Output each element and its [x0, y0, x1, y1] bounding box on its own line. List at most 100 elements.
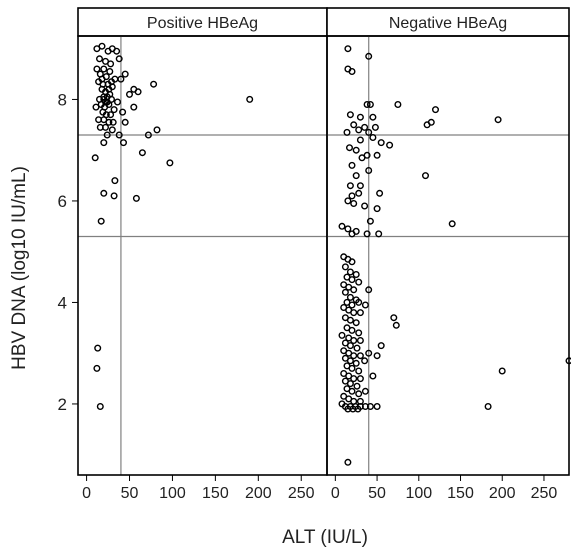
data-point	[355, 390, 363, 398]
data-point	[346, 342, 354, 350]
data-point	[422, 172, 430, 180]
data-point	[105, 85, 113, 93]
x-tick-label: 0	[82, 485, 91, 502]
data-point	[352, 172, 360, 180]
data-point	[369, 113, 377, 121]
y-tick-label: 4	[58, 293, 67, 312]
data-point	[101, 123, 109, 131]
data-point	[115, 55, 123, 63]
data-point	[348, 192, 356, 200]
data-point	[394, 100, 402, 108]
data-point	[354, 405, 362, 413]
data-point	[373, 403, 381, 411]
data-point	[338, 222, 346, 230]
data-point	[365, 128, 373, 136]
data-point	[369, 133, 377, 141]
data-point	[98, 42, 106, 50]
data-point	[369, 372, 377, 380]
data-point	[356, 136, 364, 144]
data-point	[423, 121, 431, 129]
data-point	[352, 319, 360, 327]
data-point	[113, 47, 121, 55]
data-point	[346, 293, 354, 301]
x-tick-label: 100	[159, 485, 186, 502]
data-point	[100, 189, 108, 197]
y-axis-label: HBV DNA (log10 IU/mL)	[9, 166, 30, 370]
x-tick-label: 250	[531, 485, 558, 502]
data-point	[348, 67, 356, 75]
data-point	[352, 146, 360, 154]
data-point	[361, 357, 369, 365]
panel-frame	[326, 35, 570, 476]
panel-strip	[326, 7, 570, 37]
data-point	[348, 301, 356, 309]
x-axis-label: ALT (IU/L)	[282, 527, 368, 548]
data-point	[350, 121, 358, 129]
data-point	[348, 161, 356, 169]
data-point	[355, 189, 363, 197]
data-point	[350, 375, 358, 383]
data-point	[377, 139, 385, 147]
x-tick-label: 150	[202, 485, 229, 502]
data-point	[344, 458, 352, 466]
data-point	[113, 98, 121, 106]
y-tick-label: 6	[58, 192, 67, 211]
data-point	[356, 352, 364, 360]
data-point	[348, 276, 356, 284]
data-point	[373, 352, 381, 360]
data-point	[484, 403, 492, 411]
data-point	[376, 189, 384, 197]
data-point	[110, 192, 118, 200]
data-point	[356, 337, 364, 345]
x-tick-label: 0	[331, 485, 340, 502]
data-point	[448, 220, 456, 228]
data-point	[386, 141, 394, 149]
data-point	[356, 182, 364, 190]
data-point	[346, 316, 354, 324]
data-point	[350, 337, 358, 345]
data-point	[361, 123, 369, 131]
panel-2: Negative HBeAg 0 50 100 150 200 250	[326, 7, 571, 502]
panel-1: Positive HBeAg 0 50 100 150 200 250 2 4 6 8	[58, 7, 328, 502]
data-point	[134, 88, 142, 96]
data-point	[341, 288, 349, 296]
data-point	[92, 103, 100, 111]
data-point	[115, 131, 123, 139]
x-tick-label: 200	[489, 485, 516, 502]
data-point	[338, 331, 346, 339]
panel-title: Negative HBeAg	[389, 15, 507, 32]
data-point	[361, 202, 369, 210]
data-point	[341, 263, 349, 271]
data-point	[356, 375, 364, 383]
y-tick-label: 8	[58, 90, 67, 109]
data-point	[121, 70, 129, 78]
data-point	[109, 118, 117, 126]
data-point	[348, 364, 356, 372]
data-point	[350, 309, 358, 317]
data-point	[350, 199, 358, 207]
data-point	[91, 154, 99, 162]
data-point	[110, 106, 118, 114]
data-point	[117, 75, 125, 83]
data-point	[373, 151, 381, 159]
data-point	[132, 194, 140, 202]
data-point	[392, 321, 400, 329]
data-point	[119, 108, 127, 116]
y-tick-label: 2	[58, 395, 67, 414]
data-point	[346, 380, 354, 388]
data-point	[348, 387, 356, 395]
x-tick-label: 150	[447, 485, 474, 502]
data-point	[498, 367, 506, 375]
data-point	[348, 230, 356, 238]
data-point	[346, 182, 354, 190]
data-point	[355, 367, 363, 375]
data-point	[363, 230, 371, 238]
data-point	[344, 225, 352, 233]
data-point	[365, 166, 373, 174]
data-point	[100, 139, 108, 147]
data-point	[355, 329, 363, 337]
data-point	[352, 271, 360, 279]
data-point	[246, 95, 254, 103]
data-point	[94, 344, 102, 352]
